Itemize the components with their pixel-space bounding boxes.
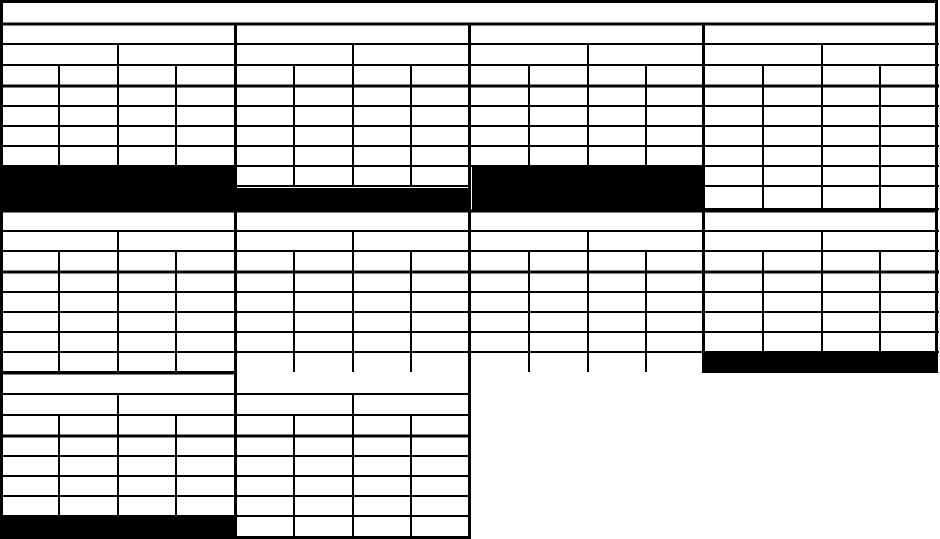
filled-block [472,166,703,211]
filled-block [704,353,938,373]
filled-block [3,516,234,537]
filled-block [237,188,468,211]
filled-block [3,166,234,211]
